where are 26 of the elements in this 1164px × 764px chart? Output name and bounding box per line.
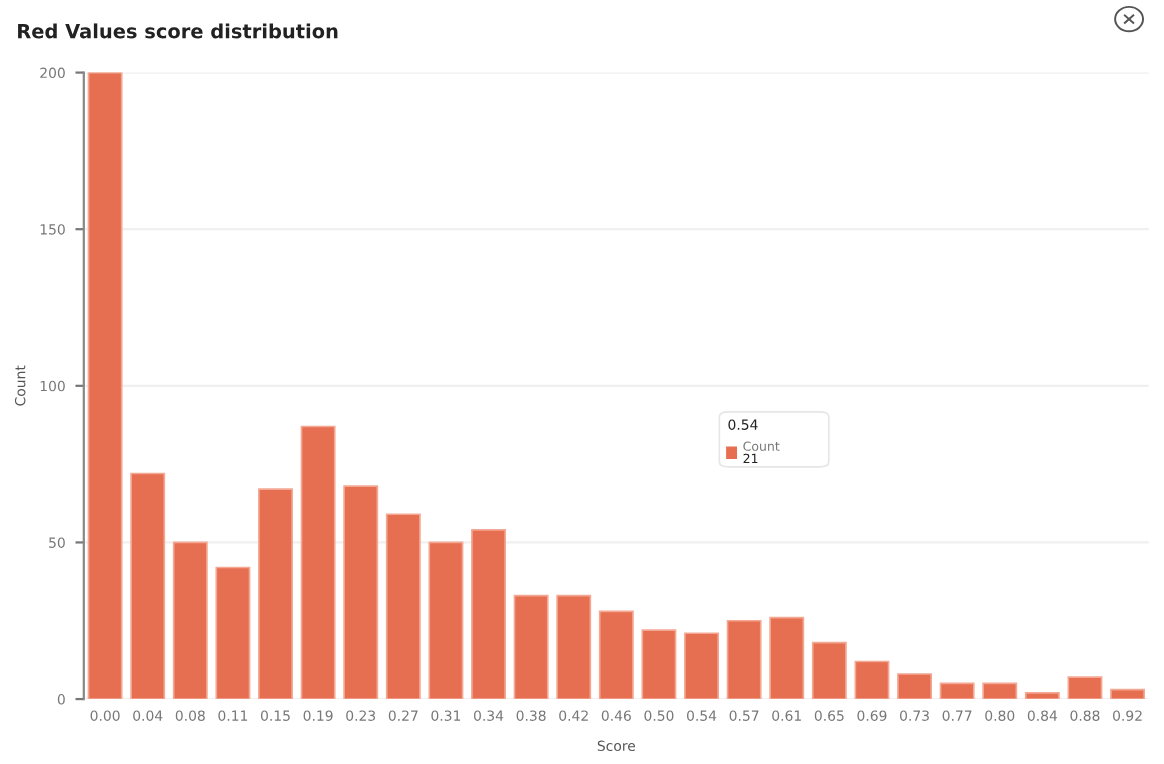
bar: [982, 682, 1018, 700]
bar: [258, 488, 293, 700]
bar: [726, 619, 762, 700]
bar: [598, 610, 634, 700]
bar: [513, 594, 549, 700]
chart-title: Red Values score distribution: [18, 23, 338, 39]
bar: [1024, 691, 1060, 700]
bar: [130, 472, 166, 700]
bar: [428, 541, 464, 700]
bar: [939, 682, 975, 700]
bar: [556, 594, 592, 700]
bar: [87, 72, 123, 700]
bar: [854, 660, 890, 700]
bar: [343, 485, 379, 700]
bar: [897, 673, 933, 700]
bar: [471, 529, 506, 700]
bar: [811, 641, 847, 700]
bar: [300, 425, 336, 700]
bar: [1110, 688, 1146, 700]
bar: [1067, 676, 1103, 700]
bar: [385, 513, 421, 700]
bar: [641, 629, 677, 700]
bar: [769, 616, 805, 700]
bar: [684, 632, 719, 700]
bar: [215, 566, 251, 700]
bar: [172, 541, 208, 700]
